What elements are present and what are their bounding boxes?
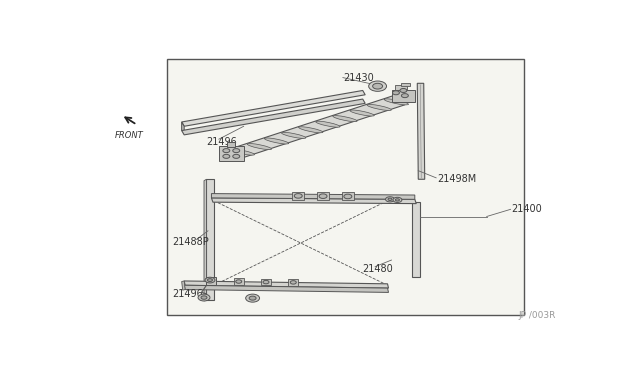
Circle shape — [369, 81, 387, 92]
Polygon shape — [292, 192, 304, 200]
Circle shape — [233, 149, 240, 153]
Ellipse shape — [316, 121, 340, 127]
Circle shape — [249, 296, 256, 300]
Ellipse shape — [282, 132, 306, 138]
Polygon shape — [317, 192, 329, 200]
Circle shape — [263, 280, 269, 284]
Text: 21400: 21400 — [511, 204, 542, 214]
Circle shape — [393, 197, 402, 202]
Ellipse shape — [333, 116, 357, 122]
Polygon shape — [401, 83, 410, 86]
Polygon shape — [288, 279, 298, 286]
Ellipse shape — [350, 110, 374, 116]
Circle shape — [233, 154, 240, 158]
Polygon shape — [234, 92, 405, 161]
Polygon shape — [234, 278, 244, 285]
Polygon shape — [182, 99, 365, 135]
Circle shape — [344, 194, 352, 199]
Ellipse shape — [384, 99, 408, 105]
Polygon shape — [227, 142, 236, 147]
Polygon shape — [395, 85, 408, 90]
Circle shape — [392, 91, 399, 95]
Polygon shape — [207, 179, 214, 299]
Polygon shape — [182, 90, 365, 126]
Polygon shape — [412, 202, 420, 277]
Polygon shape — [184, 281, 388, 288]
Text: JP /003R: JP /003R — [519, 311, 556, 320]
Polygon shape — [182, 122, 184, 131]
Polygon shape — [204, 179, 207, 301]
Circle shape — [385, 197, 394, 202]
Circle shape — [198, 294, 210, 301]
Text: 21488P: 21488P — [172, 237, 209, 247]
Circle shape — [223, 149, 230, 153]
Ellipse shape — [367, 105, 392, 110]
Polygon shape — [219, 146, 244, 161]
Polygon shape — [417, 83, 425, 179]
Text: 21480: 21480 — [363, 264, 394, 275]
Bar — [167, 59, 524, 315]
Circle shape — [401, 94, 408, 97]
Circle shape — [223, 154, 230, 158]
Text: 21496: 21496 — [172, 289, 202, 299]
Ellipse shape — [264, 138, 289, 144]
Polygon shape — [211, 198, 416, 203]
Polygon shape — [342, 192, 354, 201]
Polygon shape — [184, 285, 388, 292]
Polygon shape — [182, 281, 185, 290]
Text: 21430: 21430 — [343, 73, 374, 83]
Circle shape — [201, 296, 207, 299]
Circle shape — [246, 294, 260, 302]
Ellipse shape — [230, 149, 255, 155]
Circle shape — [205, 277, 215, 283]
Circle shape — [319, 194, 327, 198]
Circle shape — [372, 83, 383, 89]
Text: 21496: 21496 — [207, 137, 237, 147]
Polygon shape — [207, 277, 216, 285]
Circle shape — [400, 89, 407, 93]
Ellipse shape — [299, 127, 323, 133]
Text: FRONT: FRONT — [115, 131, 144, 140]
Text: 21498M: 21498M — [437, 174, 476, 184]
Circle shape — [396, 199, 399, 201]
Polygon shape — [392, 90, 415, 102]
Circle shape — [236, 280, 242, 283]
Circle shape — [291, 280, 296, 284]
Polygon shape — [261, 279, 271, 285]
Ellipse shape — [247, 144, 271, 150]
Circle shape — [207, 279, 212, 282]
Polygon shape — [211, 193, 415, 199]
Circle shape — [388, 198, 392, 201]
Circle shape — [294, 193, 302, 198]
